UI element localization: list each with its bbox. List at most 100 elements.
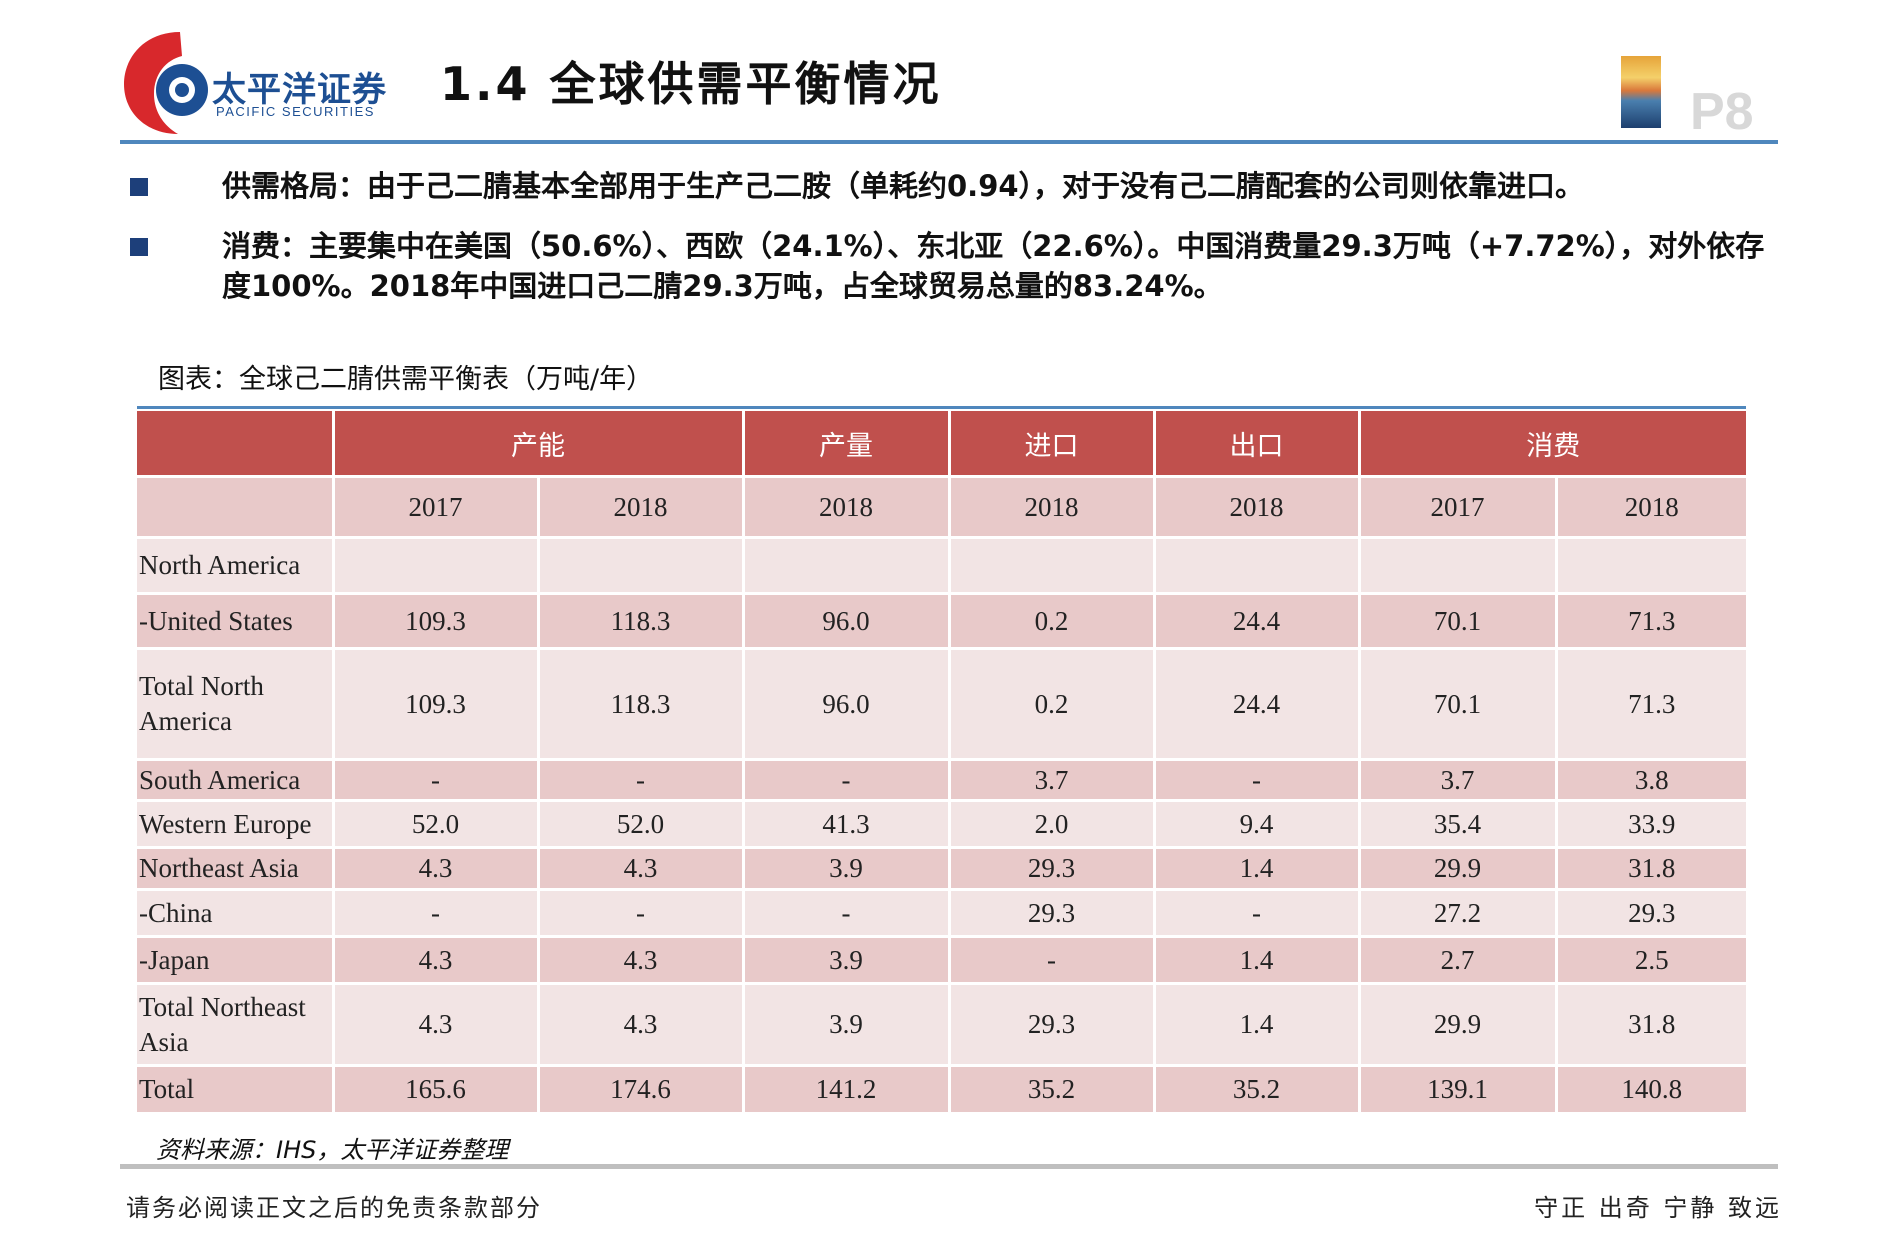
supply-demand-table: 产能 产量 进口 出口 消费 2017 2018 2018 2018 2018 … xyxy=(137,411,1746,1115)
table-cell: 24.4 xyxy=(1154,648,1361,761)
group-header: 消费 xyxy=(1359,411,1746,478)
group-header: 产能 xyxy=(333,411,745,478)
pacific-securities-logo-icon xyxy=(124,32,208,134)
table-cell: 3.8 xyxy=(1556,759,1746,802)
table-cell: 35.4 xyxy=(1359,800,1558,849)
table-cell: 3.7 xyxy=(949,759,1156,802)
corner-cell xyxy=(137,476,335,539)
row-label: -Japan xyxy=(137,936,335,985)
year-header: 2018 xyxy=(1154,476,1361,539)
table-cell: 70.1 xyxy=(1359,648,1558,761)
table-cell xyxy=(949,537,1156,595)
table-cell xyxy=(538,537,745,595)
table-cell: 29.9 xyxy=(1359,847,1558,891)
table-cell: 3.9 xyxy=(743,983,951,1067)
company-logo: 太平洋证券 PACIFIC SECURITIES xyxy=(120,26,386,138)
table-cell: 9.4 xyxy=(1154,800,1361,849)
logo-chinese-name: 太平洋证券 xyxy=(212,70,387,110)
table-row: -Japan 4.3 4.3 3.9-1.4 2.7 2.5 xyxy=(137,936,1746,985)
table-cell: 4.3 xyxy=(333,847,540,891)
table-cell: 118.3 xyxy=(538,593,745,650)
table-cell: 29.3 xyxy=(1556,889,1746,938)
table-cell: 165.6 xyxy=(333,1065,540,1115)
logo-english-name: PACIFIC SECURITIES xyxy=(216,104,375,119)
corner-cell xyxy=(137,411,335,478)
table-cell: - xyxy=(1154,889,1361,938)
bullet-square-icon xyxy=(130,178,148,196)
table-cell xyxy=(1556,537,1746,595)
table-cell: - xyxy=(743,889,951,938)
table-cell: 1.4 xyxy=(1154,847,1361,891)
table-cell: - xyxy=(949,936,1156,985)
table-cell: 4.3 xyxy=(333,936,540,985)
table-row: Total North America 109.3 118.3 96.0 0.2 24.4… xyxy=(137,648,1746,761)
table-cell: 4.3 xyxy=(538,936,745,985)
table-cell: 0.2 xyxy=(949,593,1156,650)
table-row: Western Europe 52.0 52.0 41.3 2.0 9.4 35.4 33.9 xyxy=(137,800,1746,849)
table-cell: - xyxy=(538,759,745,802)
table-row: Total Northeast Asia 4.3 4.3 3.9 29.3 1.4 29.9… xyxy=(137,983,1746,1067)
table-cell: 29.3 xyxy=(949,847,1156,891)
group-header: 出口 xyxy=(1154,411,1361,478)
row-label: Total xyxy=(137,1065,335,1115)
table-cell: 29.3 xyxy=(949,889,1156,938)
table-cell: 24.4 xyxy=(1154,593,1361,650)
row-label: Total Northeast Asia xyxy=(137,983,335,1067)
row-label: Northeast Asia xyxy=(137,847,335,891)
table-cell xyxy=(1154,537,1361,595)
bullet-consumption: 消费：主要集中在美国（50.6%）、西欧（24.1%）、东北亚（22.6%）。中… xyxy=(222,229,1765,303)
table-cell: 52.0 xyxy=(333,800,540,849)
caption-divider xyxy=(137,406,1746,409)
row-label: North America xyxy=(137,537,335,595)
company-motto: 守正 出奇 宁静 致远 xyxy=(1534,1194,1782,1222)
disclaimer-text: 请务必阅读正文之后的免责条款部分 xyxy=(126,1194,542,1222)
table-row: Northeast Asia 4.3 4.3 3.9 29.3 1.4 29.9 31.8 xyxy=(137,847,1746,891)
table-cell xyxy=(1359,537,1558,595)
table-row: Total 165.6 174.6 141.2 35.2 35.2 139.1 140.8 xyxy=(137,1065,1746,1115)
table-cell: 109.3 xyxy=(333,648,540,761)
table-cell: 27.2 xyxy=(1359,889,1558,938)
row-label: Total North America xyxy=(137,648,335,761)
table-cell: 70.1 xyxy=(1359,593,1558,650)
table-cell: 0.2 xyxy=(949,648,1156,761)
table-cell: 109.3 xyxy=(333,593,540,650)
table-cell: 29.3 xyxy=(949,983,1156,1067)
table-row: -United States 109.3 118.3 96.0 0.2 24.4 70.1 7… xyxy=(137,593,1746,650)
year-header: 2018 xyxy=(538,476,745,539)
table-row: South America - - -3.7-3.7 3.8 xyxy=(137,759,1746,802)
year-header: 2018 xyxy=(1556,476,1746,539)
table-cell: 1.4 xyxy=(1154,936,1361,985)
footer-divider xyxy=(120,1164,1778,1169)
table-cell: 140.8 xyxy=(1556,1065,1746,1115)
table-cell: - xyxy=(333,889,540,938)
table-cell: 3.9 xyxy=(743,847,951,891)
row-label: -China xyxy=(137,889,335,938)
page-title: 1.4 全球供需平衡情况 xyxy=(440,57,942,111)
row-label: -United States xyxy=(137,593,335,650)
table-cell: 139.1 xyxy=(1359,1065,1558,1115)
year-header-row: 2017 2018 2018 2018 2018 2017 2018 xyxy=(137,476,1746,539)
table-cell: 2.7 xyxy=(1359,936,1558,985)
table-caption: 图表：全球己二腈供需平衡表（万吨/年） xyxy=(158,364,654,395)
table-cell: 35.2 xyxy=(949,1065,1156,1115)
bullet-supply-demand: 供需格局：由于己二腈基本全部用于生产己二胺（单耗约0.94），对于没有己二腈配套… xyxy=(222,169,1585,203)
table-cell: 1.4 xyxy=(1154,983,1361,1067)
table-cell: - xyxy=(1154,759,1361,802)
bullet-square-icon xyxy=(130,238,148,256)
row-label: Western Europe xyxy=(137,800,335,849)
table-cell: 141.2 xyxy=(743,1065,951,1115)
table-cell: 31.8 xyxy=(1556,847,1746,891)
table-cell: 96.0 xyxy=(743,648,951,761)
table-cell: 41.3 xyxy=(743,800,951,849)
table-cell: 31.8 xyxy=(1556,983,1746,1067)
table-cell: 4.3 xyxy=(333,983,540,1067)
group-header: 产量 xyxy=(743,411,951,478)
table-cell: 3.7 xyxy=(1359,759,1558,802)
table-cell xyxy=(743,537,951,595)
source-note: 资料来源：IHS，太平洋证券整理 xyxy=(156,1136,509,1164)
year-header: 2017 xyxy=(1359,476,1558,539)
table-body: North America -United States 109.3 118.3 96.… xyxy=(137,537,1746,1115)
table-cell: 4.3 xyxy=(538,983,745,1067)
table-cell: - xyxy=(538,889,745,938)
table-cell: 3.9 xyxy=(743,936,951,985)
